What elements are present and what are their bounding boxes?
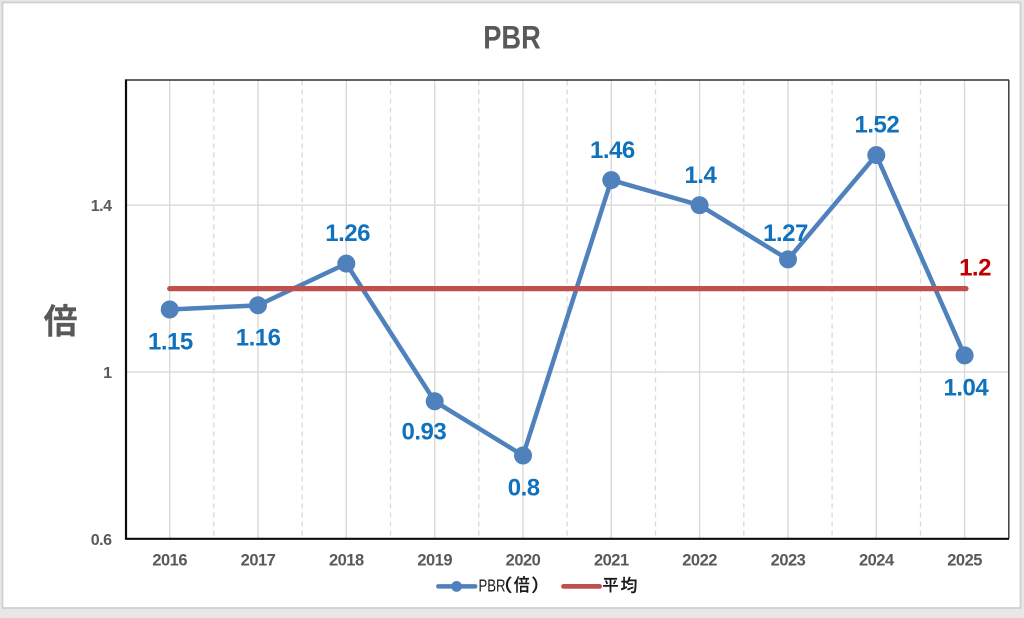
svg-text:1: 1 — [103, 365, 112, 382]
svg-text:2024: 2024 — [859, 552, 895, 570]
svg-text:PBR: PBR — [483, 19, 541, 55]
svg-text:1.26: 1.26 — [325, 220, 370, 247]
svg-text:0.6: 0.6 — [91, 532, 112, 549]
svg-text:2023: 2023 — [771, 552, 806, 570]
svg-text:2017: 2017 — [241, 552, 276, 570]
svg-text:1.4: 1.4 — [91, 198, 112, 215]
svg-text:2022: 2022 — [682, 552, 717, 570]
svg-text:1.27: 1.27 — [763, 220, 808, 247]
svg-text:2016: 2016 — [152, 552, 187, 570]
svg-text:1.4: 1.4 — [684, 162, 717, 189]
svg-text:1.52: 1.52 — [855, 111, 900, 138]
svg-text:2020: 2020 — [506, 552, 541, 570]
svg-text:PBR: PBR — [479, 575, 506, 595]
svg-text:2021: 2021 — [594, 552, 629, 570]
svg-text:1.04: 1.04 — [944, 375, 990, 402]
svg-text:1.15: 1.15 — [148, 329, 193, 356]
svg-text:2025: 2025 — [947, 552, 982, 570]
svg-text:2018: 2018 — [329, 552, 364, 570]
svg-text:0.93: 0.93 — [402, 418, 447, 445]
svg-text:1.16: 1.16 — [236, 325, 281, 352]
svg-text:1.46: 1.46 — [590, 137, 635, 164]
svg-text:1.2: 1.2 — [959, 254, 991, 281]
svg-text:0.8: 0.8 — [508, 475, 540, 502]
svg-text:2019: 2019 — [417, 552, 452, 570]
